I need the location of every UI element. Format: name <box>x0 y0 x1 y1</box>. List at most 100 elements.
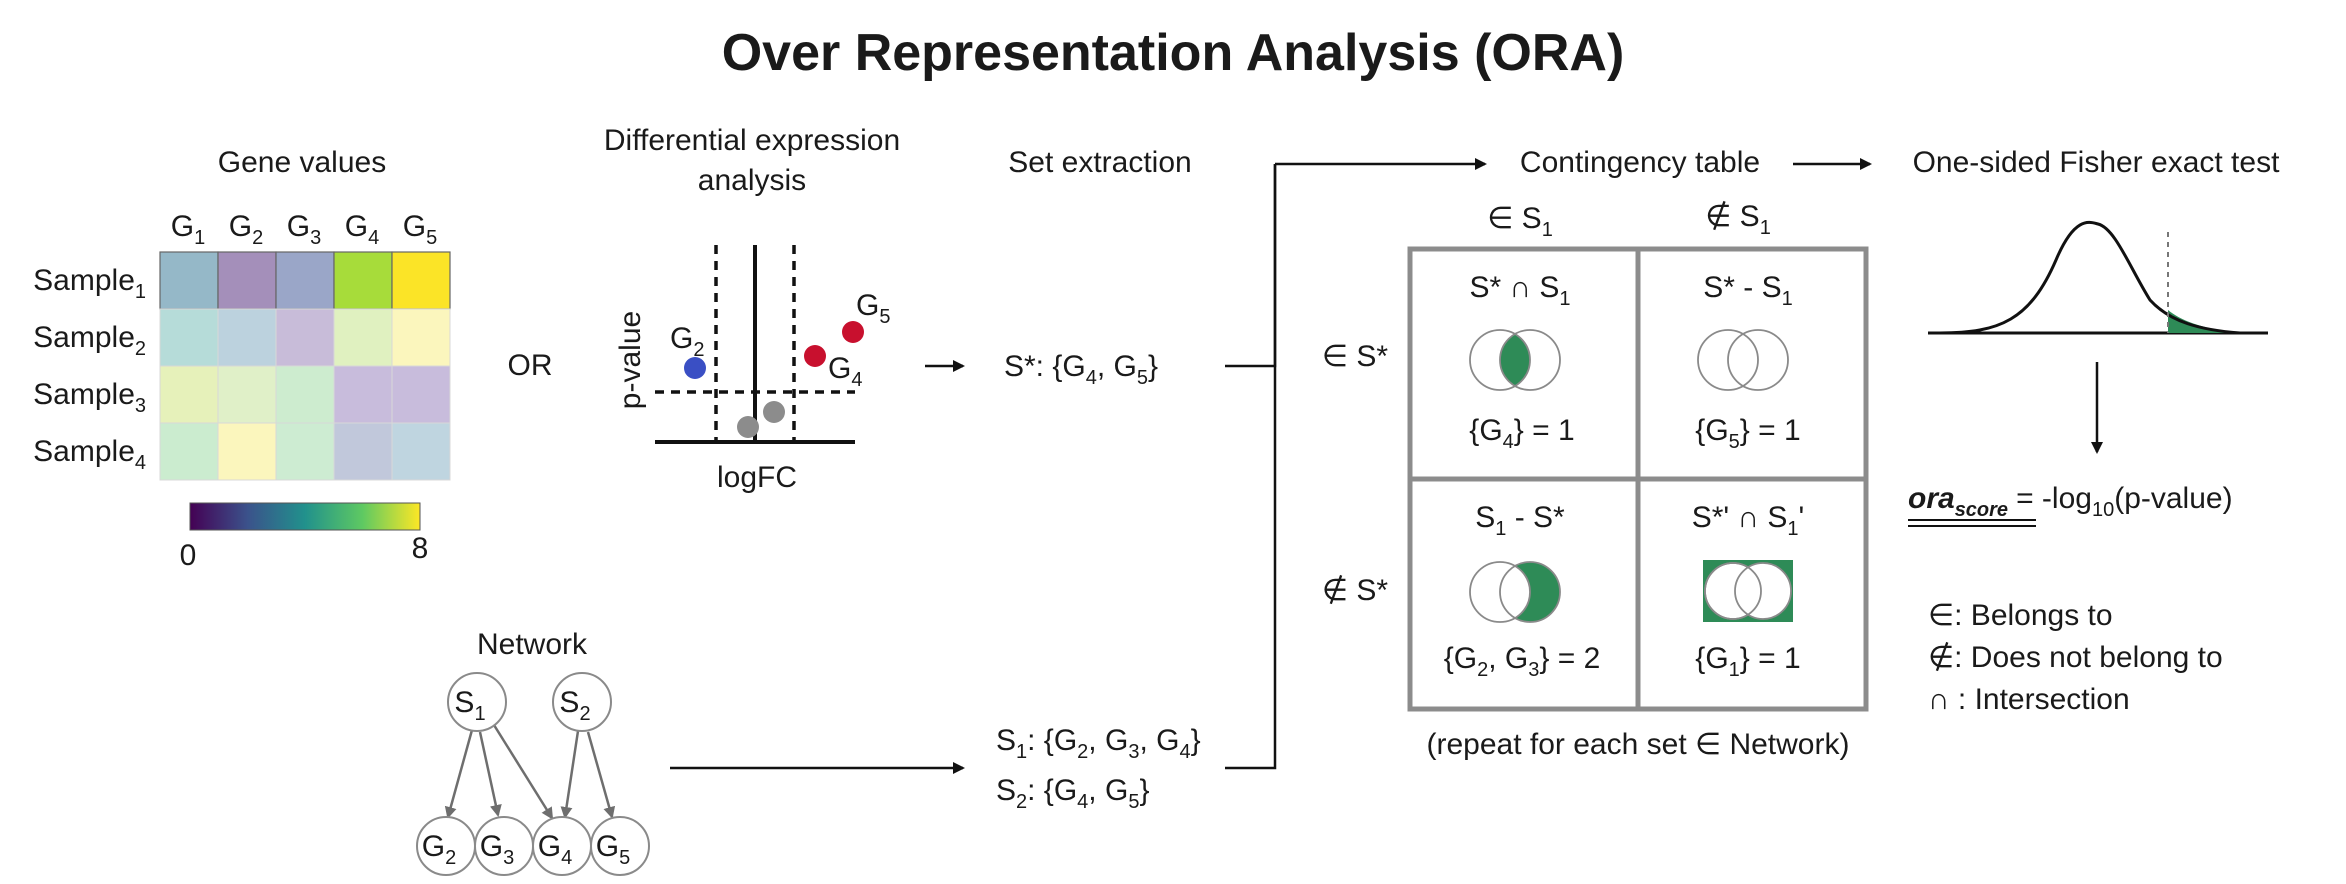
heatmap-row-label: Sample4 <box>33 435 146 474</box>
network-node-label: S1 <box>454 686 485 725</box>
ora-score-text: orascore = -log10(p-value) <box>1908 482 2233 521</box>
network-node-label: G5 <box>596 830 630 869</box>
ora-score-formula: orascore = -log10(p-value) <box>1908 482 2233 527</box>
heatmap-grid <box>159 251 451 481</box>
connector-network-sets <box>1225 164 1277 770</box>
network-node-s1 <box>447 672 507 732</box>
network-edge <box>444 729 474 819</box>
heatmap-cell <box>159 422 219 481</box>
heatmap-cell <box>275 365 335 424</box>
gene-values-heading: Gene values <box>218 146 386 179</box>
network-node-label: G3 <box>480 830 514 869</box>
volcano-plot: G2 G5 G4 p-value logFC <box>614 245 890 494</box>
s2-set: S2: {G4, G5} <box>996 774 1149 813</box>
heatmap-cell <box>217 308 277 367</box>
contingency-cell-heading: S* ∩ S1 <box>1469 271 1570 310</box>
network-edge <box>560 730 580 819</box>
colorbar-min-label: 0 <box>180 539 197 572</box>
heatmap-cell <box>391 422 451 481</box>
volcano-heading-line2: analysis <box>698 164 806 197</box>
heatmap-column-labels: G1 G2 G3 G4 G5 <box>171 210 437 249</box>
volcano-label-g4: G4 <box>828 352 862 391</box>
heatmap-col-label: G3 <box>287 210 321 249</box>
network-edge <box>492 724 554 820</box>
fisher-distribution <box>1928 220 2268 335</box>
volcano-point-g5 <box>842 321 864 343</box>
page-title: Over Representation Analysis (ORA) <box>722 24 1625 82</box>
contingency-col-header: ∉ S1 <box>1705 200 1771 239</box>
legend-item: ∩ : Intersection <box>1928 683 2130 716</box>
contingency-cell-heading: S1 - S* <box>1475 501 1565 540</box>
heatmap-cell <box>217 365 277 424</box>
or-label: OR <box>508 349 553 382</box>
heatmap-col-label: G4 <box>345 210 379 249</box>
heatmap-cell <box>159 365 219 424</box>
network-node-s2 <box>552 672 612 732</box>
contingency-cell-value: {G5} = 1 <box>1695 414 1800 453</box>
heatmap-row-label: Sample1 <box>33 264 146 303</box>
fisher-heading: One-sided Fisher exact test <box>1913 146 2280 179</box>
network-node-g5 <box>590 816 650 876</box>
network-heading: Network <box>477 628 588 661</box>
heatmap-cell <box>275 251 335 310</box>
volcano-x-label: logFC <box>717 461 797 494</box>
heatmap-cell <box>275 308 335 367</box>
venn-right-difference <box>1469 561 1561 623</box>
symbol-legend: ∈: Belongs to ∉: Does not belong to ∩ : … <box>1928 599 2223 716</box>
contingency-table: S* ∩ S1 {G4} = 1 S* - S1 {G5} = 1 S1 - S… <box>1407 246 1869 712</box>
contingency-heading: Contingency table <box>1520 146 1760 179</box>
heatmap-cell <box>333 422 393 481</box>
legend-item: ∈: Belongs to <box>1928 599 2113 632</box>
heatmap-cell <box>217 422 277 481</box>
contingency-row-header: ∉ S* <box>1322 574 1388 607</box>
volcano-label-g5: G5 <box>856 289 890 328</box>
volcano-point-g4 <box>804 345 826 367</box>
colorbar <box>189 502 421 531</box>
heatmap-cell <box>391 251 451 310</box>
contingency-cell-value: {G1} = 1 <box>1695 642 1800 681</box>
volcano-point-grey <box>737 416 759 438</box>
contingency-row-header: ∈ S* <box>1322 340 1388 373</box>
heatmap-cell <box>333 251 393 310</box>
volcano-point-g2 <box>684 357 706 379</box>
network-node-label: G2 <box>422 830 456 869</box>
network-node-label: G4 <box>538 830 572 869</box>
volcano-heading-line1: Differential expression <box>604 124 900 157</box>
heatmap-row-labels: Sample1 Sample2 Sample3 Sample4 <box>33 264 146 474</box>
s1-set: S1: {G2, G3, G4} <box>996 724 1201 763</box>
heatmap-col-label: G2 <box>229 210 263 249</box>
contingency-cell-value: {G2, G3} = 2 <box>1444 642 1601 681</box>
contingency-cell-value: {G4} = 1 <box>1469 414 1574 453</box>
heatmap-cell <box>333 365 393 424</box>
connector-sstar <box>1225 164 1277 368</box>
venn-intersection <box>1469 329 1561 391</box>
heatmap-cell <box>159 308 219 367</box>
colorbar-max-label: 8 <box>412 532 429 565</box>
set-extraction-heading: Set extraction <box>1008 146 1191 179</box>
heatmap-row-label: Sample2 <box>33 321 146 360</box>
heatmap-cell <box>275 422 335 481</box>
network-graph: S1 S2 G2 G3 G4 G5 <box>416 672 650 876</box>
heatmap-cell <box>217 251 277 310</box>
heatmap-cell <box>333 308 393 367</box>
contingency-cell-heading: S*' ∩ S1' <box>1692 501 1805 540</box>
contingency-cell-heading: S* - S1 <box>1703 271 1792 310</box>
s-star-set: S*: {G4, G5} <box>1004 350 1158 389</box>
volcano-label-g2: G2 <box>670 322 704 361</box>
network-edge <box>586 731 616 819</box>
contingency-col-header: ∈ S1 <box>1487 202 1553 241</box>
heatmap-row-label: Sample3 <box>33 378 146 417</box>
heatmap-cell <box>391 308 451 367</box>
legend-item: ∉: Does not belong to <box>1928 641 2223 674</box>
network-node-label: S2 <box>559 686 590 725</box>
heatmap-cell <box>159 251 219 310</box>
heatmap-col-label: G1 <box>171 210 205 249</box>
network-edge <box>478 731 502 817</box>
volcano-point-grey <box>763 401 785 423</box>
venn-complement <box>1703 560 1793 622</box>
heatmap-col-label: G5 <box>403 210 437 249</box>
venn-left-difference <box>1697 329 1789 391</box>
volcano-y-label: p-value <box>614 311 647 409</box>
heatmap-cell <box>391 365 451 424</box>
